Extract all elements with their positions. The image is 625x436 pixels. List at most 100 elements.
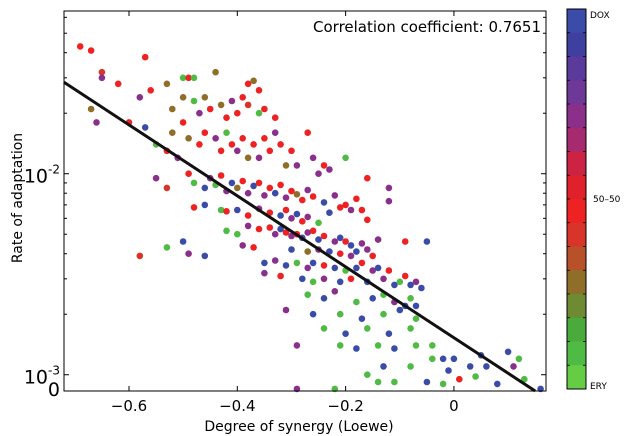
data-point [201, 201, 209, 209]
data-point [201, 252, 209, 260]
data-point [320, 275, 328, 283]
data-point [201, 94, 209, 101]
data-point [244, 101, 252, 109]
data-point [261, 135, 268, 142]
data-point [374, 378, 382, 386]
data-point [282, 229, 290, 236]
data-point [244, 222, 252, 230]
data-point [185, 74, 192, 82]
data-point [179, 238, 187, 245]
data-point [223, 114, 230, 121]
data-point [185, 250, 192, 257]
data-point [76, 43, 84, 50]
data-point [299, 275, 306, 283]
data-point [98, 68, 106, 76]
colorbar-label-top: DOX [590, 11, 610, 21]
data-point [93, 119, 100, 126]
data-point [380, 310, 387, 318]
data-point [412, 302, 420, 310]
colorbar-frame [566, 8, 587, 390]
data-point [342, 238, 349, 245]
x-axis-ticks: −0.6 −0.4 −0.2 0 [111, 11, 459, 415]
data-point [271, 189, 279, 197]
data-point [147, 87, 154, 94]
y-axis-label: Rate of adaptation [10, 133, 26, 263]
colorbar-segment [567, 246, 586, 271]
data-point [391, 281, 398, 289]
data-point [266, 184, 274, 192]
data-point [504, 348, 512, 356]
data-point [288, 246, 295, 253]
colorbar-segment [567, 341, 586, 366]
data-point [217, 147, 225, 155]
data-point [515, 355, 523, 363]
y-tick-label: 10-3 [24, 364, 60, 389]
data-point [472, 373, 479, 380]
data-point [380, 363, 387, 370]
data-point [353, 298, 360, 306]
data-point [304, 213, 312, 221]
data-point [364, 216, 371, 224]
data-point [288, 147, 295, 155]
data-point [364, 371, 371, 379]
data-point [429, 355, 436, 363]
colorbar-segment [567, 104, 586, 129]
data-point [380, 275, 387, 283]
data-point [320, 325, 328, 332]
data-point [358, 259, 366, 267]
data-point [309, 227, 317, 235]
data-point [309, 278, 317, 286]
data-point [98, 74, 106, 82]
data-point [494, 380, 501, 388]
data-point [255, 225, 263, 233]
data-point [293, 342, 301, 349]
data-point [299, 196, 306, 204]
data-point [326, 209, 333, 216]
data-point [418, 284, 425, 292]
data-point [304, 186, 312, 194]
data-point [369, 252, 377, 260]
data-point [293, 162, 301, 169]
data-point [304, 129, 312, 136]
data-point [309, 154, 317, 162]
data-point [277, 181, 284, 189]
data-point [391, 345, 398, 352]
data-point [190, 179, 198, 187]
data-point [266, 224, 274, 231]
data-point [163, 80, 171, 88]
data-point [217, 172, 225, 179]
data-point [304, 291, 312, 299]
data-point [358, 206, 366, 214]
data-point [282, 262, 290, 269]
data-point [190, 97, 198, 105]
colorbar-segment [567, 317, 586, 342]
data-point [261, 192, 268, 199]
scatter-points [76, 43, 544, 393]
data-point [185, 135, 192, 142]
correlation-annotation: Correlation coefficient: 0.7651 [313, 18, 541, 36]
data-point [429, 342, 436, 349]
data-point [234, 230, 241, 238]
data-point [223, 129, 230, 136]
data-point [466, 363, 474, 370]
data-point [401, 272, 409, 280]
y-tick-label: 10-2 [24, 163, 60, 188]
data-point [114, 80, 122, 88]
data-point [412, 342, 420, 349]
data-point [228, 141, 236, 148]
data-point [407, 363, 414, 370]
colorbar-segment [567, 56, 586, 81]
data-point [234, 206, 241, 214]
data-point [244, 189, 252, 197]
data-point [277, 212, 284, 219]
data-point [342, 330, 349, 338]
data-point [439, 355, 447, 363]
data-point [179, 119, 187, 126]
data-point [244, 212, 252, 219]
data-point [315, 170, 322, 177]
x-tick-label: −0.6 [111, 397, 147, 415]
data-point [309, 310, 317, 318]
data-point [331, 288, 339, 295]
data-point [196, 109, 203, 117]
